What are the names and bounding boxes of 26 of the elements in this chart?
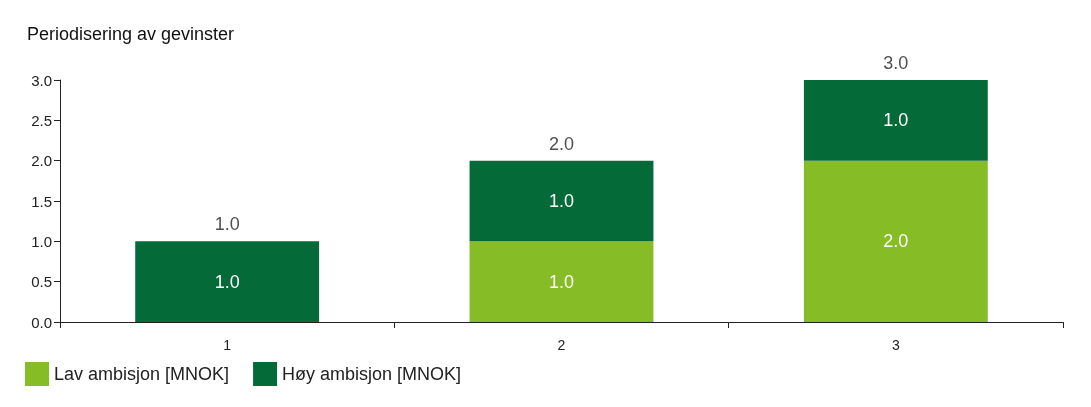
x-tick-label: 1 <box>223 337 232 353</box>
bar <box>803 80 988 161</box>
data-label: 2.0 <box>883 231 909 252</box>
data-label: 1.0 <box>214 271 240 292</box>
y-tick-label: 0.5 <box>31 273 52 291</box>
total-label: 3.0 <box>883 53 909 73</box>
y-tick-label: 2.5 <box>31 111 52 129</box>
x-tick-label: 3 <box>891 337 900 353</box>
y-tick-label: 1.0 <box>31 232 52 250</box>
y-tick-label: 0.0 <box>31 313 52 331</box>
y-tick-label: 2.0 <box>31 152 52 170</box>
bar <box>469 241 654 322</box>
x-tick-label: 2 <box>557 337 566 353</box>
data-label: 1.0 <box>548 271 575 292</box>
legend-label: Lav ambisjon [MNOK] <box>54 364 230 384</box>
total-label: 2.0 <box>548 133 575 154</box>
data-label: 1.0 <box>548 191 575 211</box>
bar <box>135 241 320 322</box>
legend-label: Høy ambisjon [MNOK] <box>282 364 462 384</box>
total-label: 1.0 <box>214 214 240 235</box>
bar <box>803 160 988 322</box>
data-label: 1.0 <box>883 110 909 131</box>
y-tick-label: 1.5 <box>31 192 52 210</box>
y-tick-label: 3.0 <box>31 71 52 89</box>
chart-title: Periodisering av gevinster <box>27 24 235 44</box>
bar <box>469 160 654 242</box>
